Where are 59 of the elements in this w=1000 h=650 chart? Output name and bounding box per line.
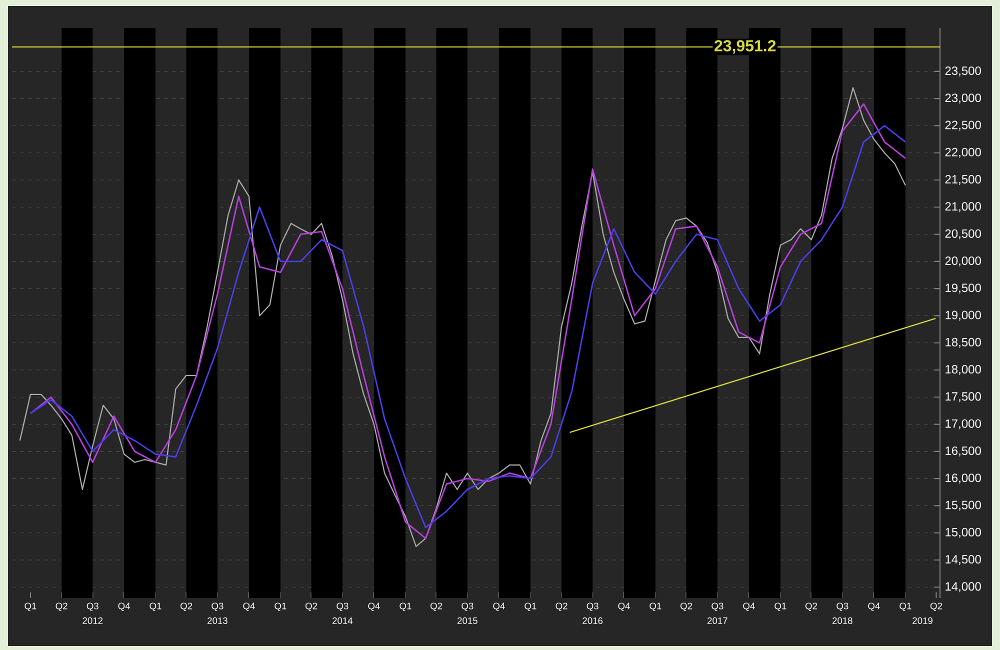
y-tick-label: 16,000 <box>946 474 981 484</box>
x-tick-label: Q4 <box>868 602 880 611</box>
x2-tick-label: 2017 <box>708 617 728 624</box>
x-tick-label: Q3 <box>712 602 724 611</box>
y-tick-label: 14,500 <box>946 555 981 565</box>
x-tick-label: Q4 <box>243 602 255 611</box>
x-tick-label: Q3 <box>462 602 474 611</box>
x-tick-label: Q3 <box>336 602 348 611</box>
y-tick-label: 17,000 <box>946 419 981 430</box>
y-tick-label: 17,500 <box>946 392 981 402</box>
x2-tick-label: 2013 <box>208 617 228 624</box>
x-tick-label: Q3 <box>86 602 98 611</box>
x-tick-label: Q2 <box>930 602 942 611</box>
y-tick-label: 21,500 <box>945 175 981 185</box>
x-tick-label: Q1 <box>400 602 412 611</box>
x-tick-label: Q2 <box>306 602 318 611</box>
x-tick-label: Q4 <box>118 602 130 611</box>
y-tick-label: 16,500 <box>946 446 981 456</box>
y-tick-label: 20,000 <box>945 256 981 266</box>
x2-tick-label: 2018 <box>832 617 852 624</box>
x-tick-label: Q1 <box>274 602 286 611</box>
x-tick-label: Q2 <box>680 602 692 611</box>
x-tick-label: Q2 <box>430 602 442 611</box>
x-tick-label: Q3 <box>836 602 848 611</box>
x-tick-label: Q1 <box>774 602 786 611</box>
x2-tick-label: 2019 <box>912 617 932 624</box>
y-tick-label: 18,500 <box>946 338 981 348</box>
y-tick-label: 15,500 <box>946 500 981 511</box>
x-tick-label: Q1 <box>24 602 36 611</box>
y-tick-label: 22,500 <box>945 120 981 131</box>
y-tick-label: 19,000 <box>946 310 981 321</box>
x-tick-label: Q1 <box>900 602 912 611</box>
x-tick-label: Q2 <box>805 602 818 611</box>
x-tick-label: Q4 <box>368 602 380 611</box>
y-tick-label: 21,000 <box>945 202 981 212</box>
x-tick-label: Q4 <box>493 602 505 611</box>
y-tick-label: 15,000 <box>946 528 981 538</box>
y-tick-label: 18,000 <box>946 365 981 375</box>
x2-tick-label: 2014 <box>332 617 353 624</box>
ref-line-label: 23,951.2 <box>714 40 776 54</box>
x-tick-label: Q2 <box>180 602 192 611</box>
x-tick-label: Q2 <box>56 602 68 611</box>
x-tick-label: Q1 <box>524 602 536 611</box>
x-tick-label: Q3 <box>212 602 224 611</box>
x-tick-label: Q3 <box>586 602 598 611</box>
x-tick-label: Q2 <box>556 602 568 611</box>
y-tick-label: 23,000 <box>945 94 981 104</box>
y-tick-label: 23,500 <box>945 66 981 76</box>
x-tick-label: Q4 <box>743 602 755 611</box>
x2-tick-label: 2015 <box>458 617 478 624</box>
x-tick-label: Q1 <box>650 602 662 611</box>
x2-tick-label: 2016 <box>582 617 603 624</box>
y-tick-label: 14,000 <box>946 582 981 592</box>
y-tick-label: 19,500 <box>946 284 981 294</box>
x-tick-label: Q4 <box>618 602 630 611</box>
y-tick-label: 22,000 <box>945 148 981 158</box>
x2-tick-label: 2012 <box>82 617 103 624</box>
x-tick-label: Q1 <box>150 602 162 611</box>
y-tick-label: 20,500 <box>945 229 981 240</box>
